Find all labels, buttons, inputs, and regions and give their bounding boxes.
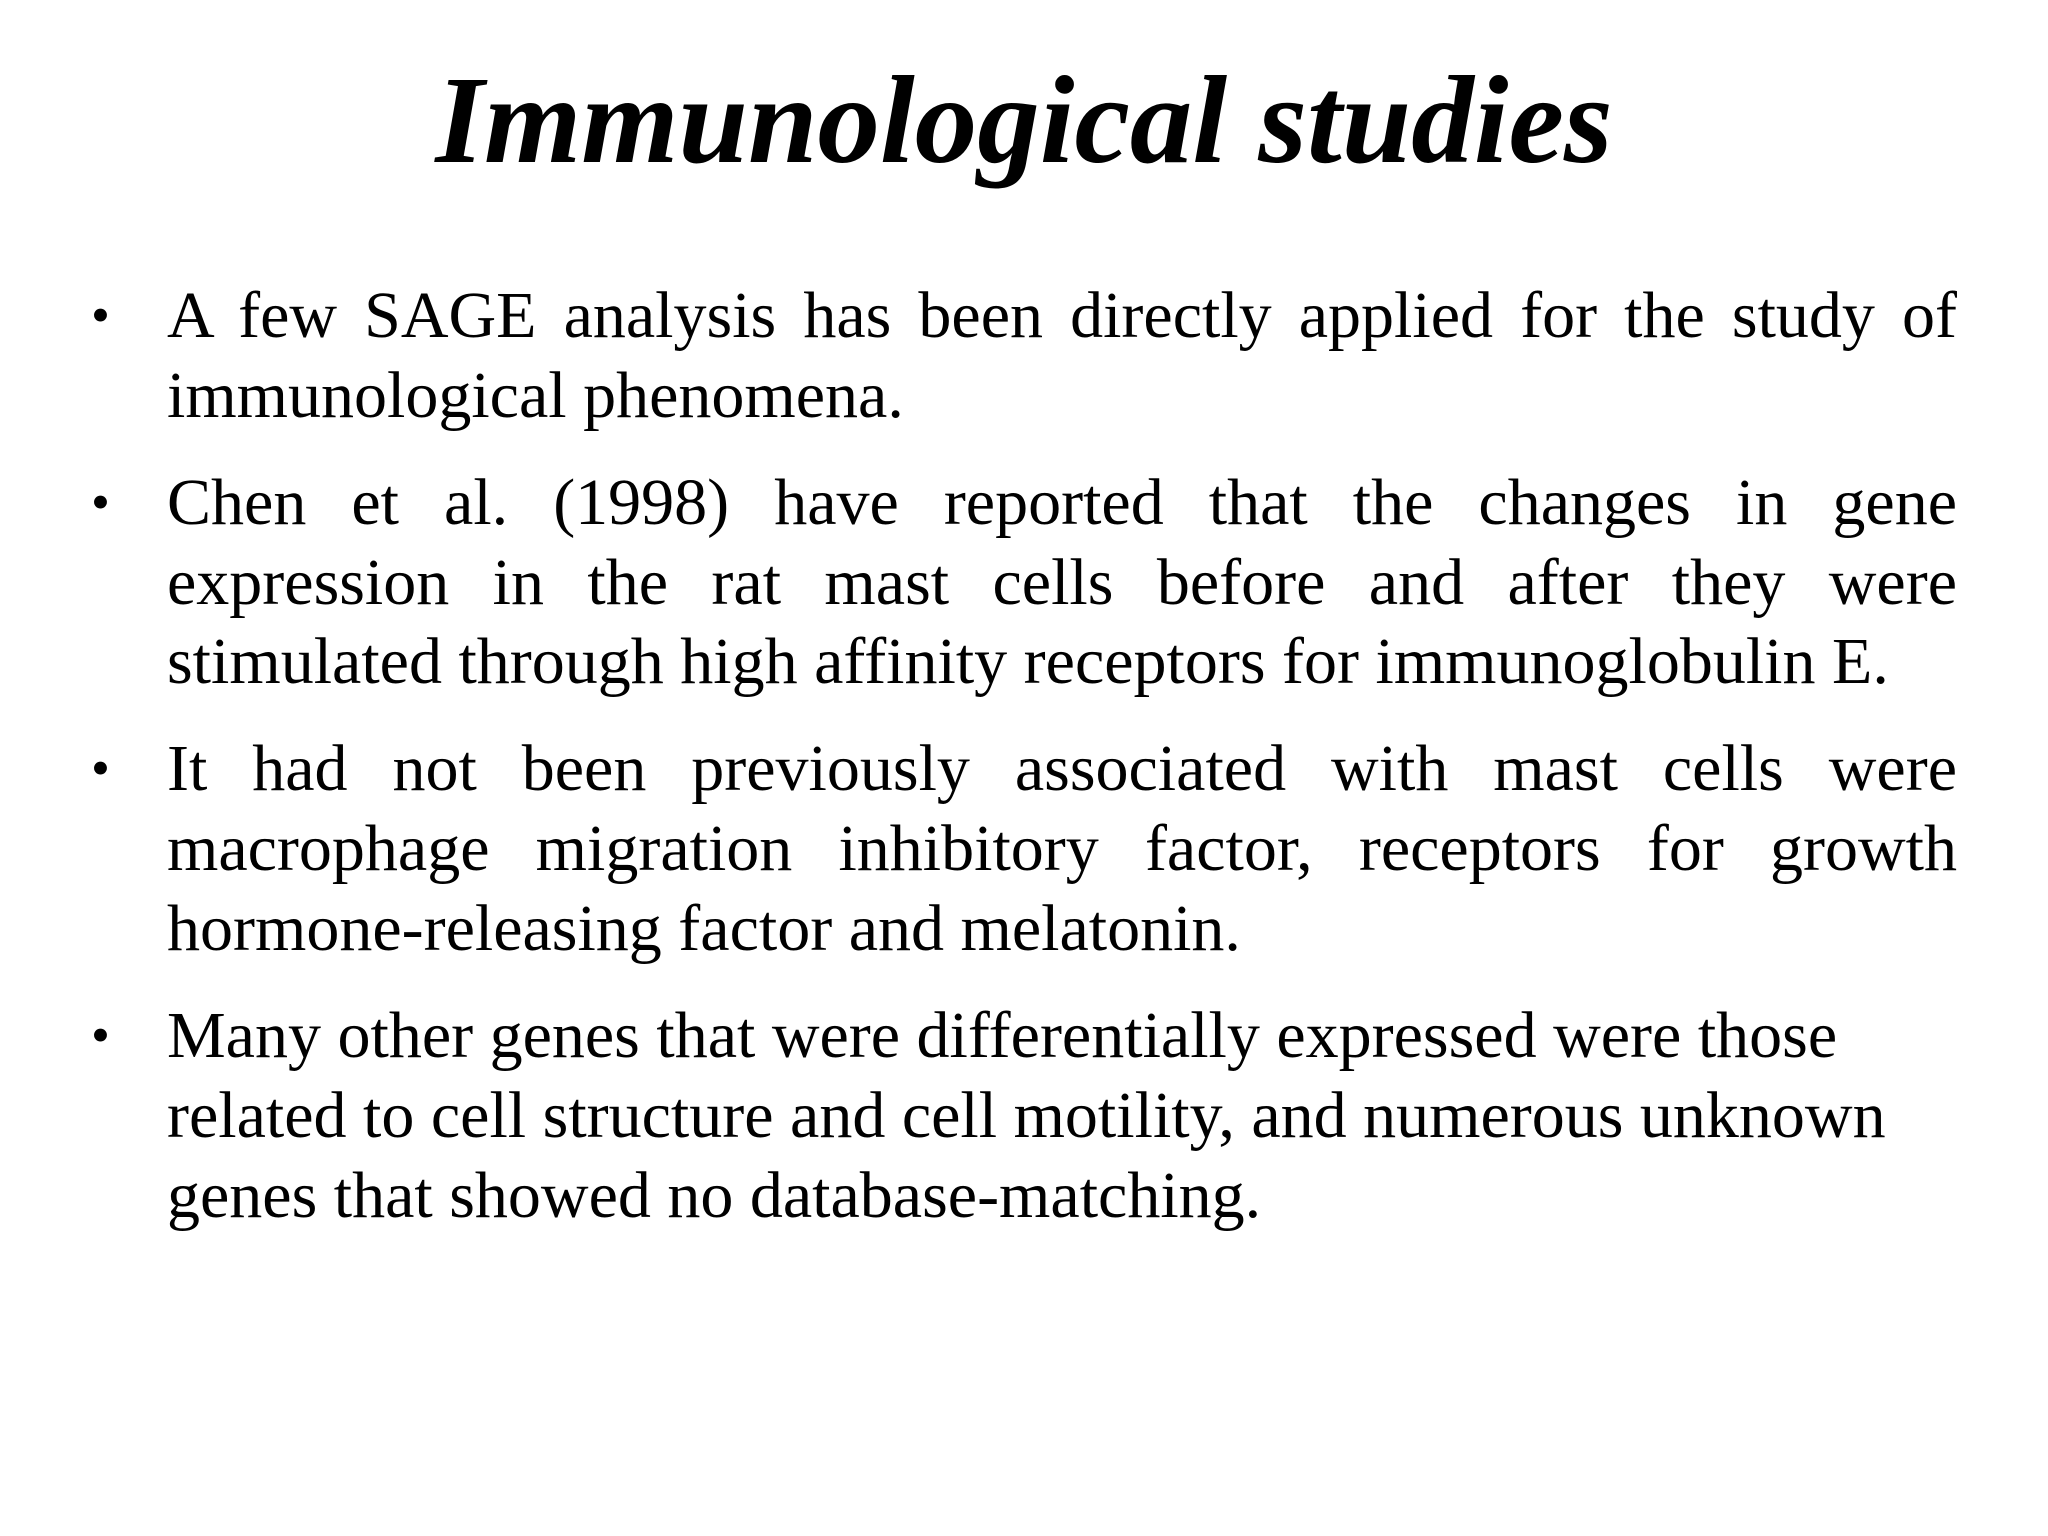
bullet-dot-icon: • xyxy=(91,1004,110,1065)
bullet-item: • It had not been previously associated … xyxy=(91,729,1957,969)
bullet-dot-icon: • xyxy=(91,738,110,799)
bullet-dot-icon: • xyxy=(91,471,110,532)
bullet-text: Chen et al. (1998) have reported that th… xyxy=(167,465,1957,699)
bullet-text: A few SAGE analysis has been directly ap… xyxy=(167,279,1957,432)
bullet-list: • A few SAGE analysis has been directly … xyxy=(91,276,2048,1235)
bullet-text: It had not been previously associated wi… xyxy=(167,732,1957,966)
slide-title: Immunological studies xyxy=(435,52,1613,190)
bullet-item: • A few SAGE analysis has been directly … xyxy=(91,276,1957,436)
bullet-text: Many other genes that were differentiall… xyxy=(167,998,1886,1232)
bullet-dot-icon: • xyxy=(91,285,110,345)
bullet-item: • Chen et al. (1998) have reported that … xyxy=(91,463,1957,703)
bullet-item: • Many other genes that were differentia… xyxy=(91,996,1957,1236)
